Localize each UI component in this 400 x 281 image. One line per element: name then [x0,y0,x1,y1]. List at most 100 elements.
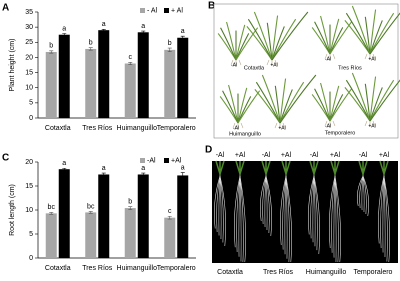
leaf [345,79,371,122]
leaf [247,18,273,61]
bar [58,169,70,258]
root [308,175,315,235]
error-bar [128,206,133,210]
variety-label: Huimanguillo [229,131,261,137]
treatment-label: -Al [262,152,271,159]
error-bar [167,215,172,220]
shoot [379,160,389,176]
root [236,175,241,253]
root [334,175,342,263]
shoot [215,160,225,176]
treatment-label: -Al [325,123,331,129]
leaf [235,27,259,61]
error-bar [167,47,172,52]
variety-label: Huimanguillo [306,269,347,276]
leaf [271,11,309,61]
leaf [369,87,383,122]
bar [177,37,189,118]
root [219,175,222,240]
y-tick-label: 25 [25,39,33,46]
variety-label: Cotaxtla [217,269,243,276]
root [265,175,270,234]
significance-letter: a [181,28,185,35]
leaf [369,20,383,55]
leaf [351,72,371,122]
treatment-label: +Al [235,152,246,159]
root [313,175,318,251]
treatment-label: -Al [216,152,225,159]
bar [45,213,57,258]
x-tick-label: Cotaxtla [45,125,71,132]
legend-swatch [140,8,145,13]
legend-label: -Al [147,157,156,164]
leaf [369,76,377,122]
leaf [261,74,281,124]
root [359,175,364,209]
treatment-label: +Al [270,62,277,68]
error-bar [62,167,67,171]
leaf [271,15,279,61]
y-tick-label: 0 [29,255,33,262]
root [239,175,242,262]
significance-letter: a [181,164,185,171]
treatment-label: -Al [325,56,331,62]
roots [364,120,376,127]
significance-letter: a [62,25,66,32]
shoot [330,160,340,176]
root [329,175,336,249]
legend-label: - Al [147,7,158,14]
bar [177,175,189,258]
root [383,175,388,262]
y-tick-label: 0 [29,115,33,122]
error-bar [88,47,93,51]
leaf [351,5,371,55]
error-bar [101,172,106,177]
significance-letter: bc [87,203,95,210]
root [313,175,316,247]
roots [232,122,244,129]
leaf [220,27,237,61]
significance-letter: a [102,165,106,172]
root [285,175,290,263]
bar [124,208,136,258]
roots [324,53,336,60]
root [265,175,272,237]
root [334,175,339,263]
error-bar [180,35,185,40]
root [361,175,364,211]
root [280,175,287,246]
root [239,175,244,263]
roots [324,120,336,127]
variety-label: Temporalero [325,130,356,136]
error-bar [141,30,146,34]
y-tick-label: 20 [25,159,33,166]
root [362,175,367,215]
error-bar [49,50,54,54]
error-bar [49,212,54,215]
leaf [369,9,377,55]
leaf [329,18,340,55]
leaf [369,12,400,55]
leaf [364,16,371,55]
error-bar [101,28,106,32]
x-tick-label: Tres Ríos [82,125,113,132]
bar [137,32,149,118]
treatment-label: +Al [330,152,341,159]
panel-label: A [2,3,9,14]
y-tick-label: 20 [25,54,33,61]
x-tick-label: Temporalero [157,125,196,132]
y-tick-label: 5 [29,100,33,107]
significance-letter: a [141,23,145,30]
panel-label: D [205,145,212,156]
leaf [345,12,371,55]
variety-label: Temporalero [354,269,393,276]
root [312,175,315,243]
bar [164,49,176,118]
treatment-label: -Al [231,62,237,68]
variety-label: Tres Ríos [263,269,294,276]
roots [364,53,376,60]
treatment-label: -Al [233,125,239,131]
variety-label: Tres Ríos [338,65,362,71]
y-axis-label: Plant height (cm) [9,39,16,92]
leaf [222,90,239,124]
